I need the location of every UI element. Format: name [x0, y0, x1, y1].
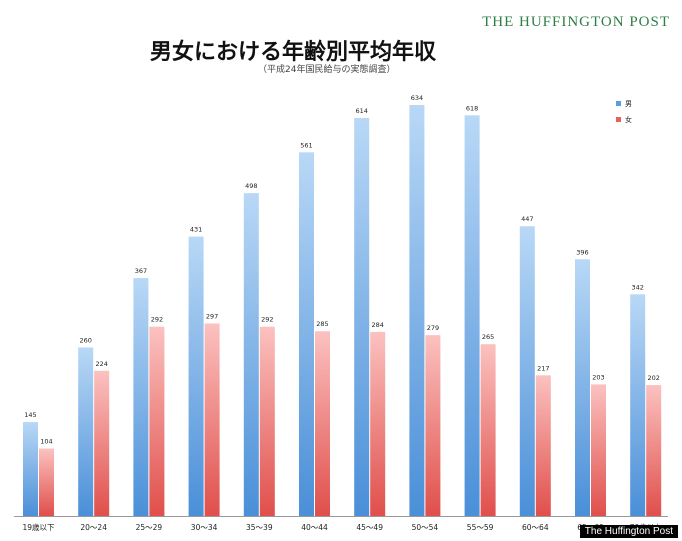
value-label-female: 292 [151, 316, 163, 324]
value-label-male: 614 [355, 107, 367, 115]
value-label-female: 104 [40, 438, 52, 446]
value-label-female: 202 [647, 374, 659, 382]
value-label-male: 634 [411, 94, 423, 102]
x-tick-label: 45～49 [356, 523, 383, 532]
legend: 男女 [616, 100, 632, 124]
bar-female [204, 323, 220, 516]
legend-label: 女 [625, 115, 632, 124]
bar-female [39, 448, 54, 516]
bar-female [315, 331, 330, 516]
bar-female [94, 370, 110, 516]
bar-female [591, 384, 606, 516]
value-label-female: 279 [427, 324, 439, 332]
x-tick-label: 50～54 [412, 523, 439, 532]
bar-female [646, 385, 662, 516]
bar-male [630, 294, 646, 516]
chart-title: 男女における年齢別平均年収 [150, 40, 437, 65]
value-label-female: 224 [95, 360, 107, 368]
watermark: The Huffington Post [579, 525, 678, 538]
bar-female [149, 326, 165, 516]
bar-male [133, 278, 149, 516]
value-label-male: 431 [190, 226, 202, 234]
x-tick-label: 60～64 [522, 523, 549, 532]
bar-male [23, 421, 38, 516]
legend-label: 男 [625, 100, 632, 108]
x-tick-label: 40～44 [301, 523, 328, 532]
bar-male [243, 193, 259, 516]
value-label-female: 217 [537, 364, 549, 372]
value-label-male: 342 [631, 283, 643, 291]
value-label-female: 284 [371, 321, 383, 329]
x-tick-label: 55～59 [467, 523, 494, 532]
value-label-male: 498 [245, 182, 257, 190]
x-tick-label: 35～39 [246, 523, 273, 532]
value-label-male: 618 [466, 104, 478, 112]
bar-male [464, 115, 480, 517]
bar-female [259, 326, 275, 516]
value-label-female: 292 [261, 316, 273, 324]
bar-male [188, 236, 204, 516]
value-label-male: 260 [79, 336, 91, 344]
bar-male [409, 104, 425, 517]
value-label-female: 285 [316, 320, 328, 328]
bar-male [354, 117, 370, 517]
x-tick-label: 30～34 [191, 523, 218, 532]
bar-female [480, 344, 496, 516]
bar-female [535, 375, 551, 516]
value-label-male: 396 [576, 248, 588, 256]
value-label-female: 203 [592, 373, 604, 381]
x-tick-label: 19歳以下 [22, 522, 55, 532]
legend-swatch [616, 101, 621, 106]
value-label-male: 561 [300, 141, 312, 149]
bar-male [519, 226, 535, 516]
value-label-male: 447 [521, 215, 533, 223]
bar-male [575, 259, 590, 516]
value-label-female: 265 [482, 333, 494, 341]
x-tick-label: 25～29 [136, 523, 163, 532]
bar-female [370, 331, 386, 516]
legend-swatch [616, 117, 621, 122]
chart-subtitle: （平成24年国民給与の実態調査） [258, 65, 396, 75]
value-label-female: 297 [206, 312, 218, 320]
value-label-male: 145 [24, 411, 36, 419]
x-tick-label: 20～24 [80, 523, 107, 532]
bars-layer [14, 104, 668, 517]
bar-female [425, 335, 441, 516]
brand-logo: THE HUFFINGTON POST [482, 14, 670, 30]
bar-male [299, 152, 314, 516]
labels-layer: 145 104 19歳以下 260 224 20～24 367 292 25～29 431 297 3… [22, 94, 662, 532]
value-label-male: 367 [135, 267, 147, 275]
bar-male [78, 347, 94, 516]
